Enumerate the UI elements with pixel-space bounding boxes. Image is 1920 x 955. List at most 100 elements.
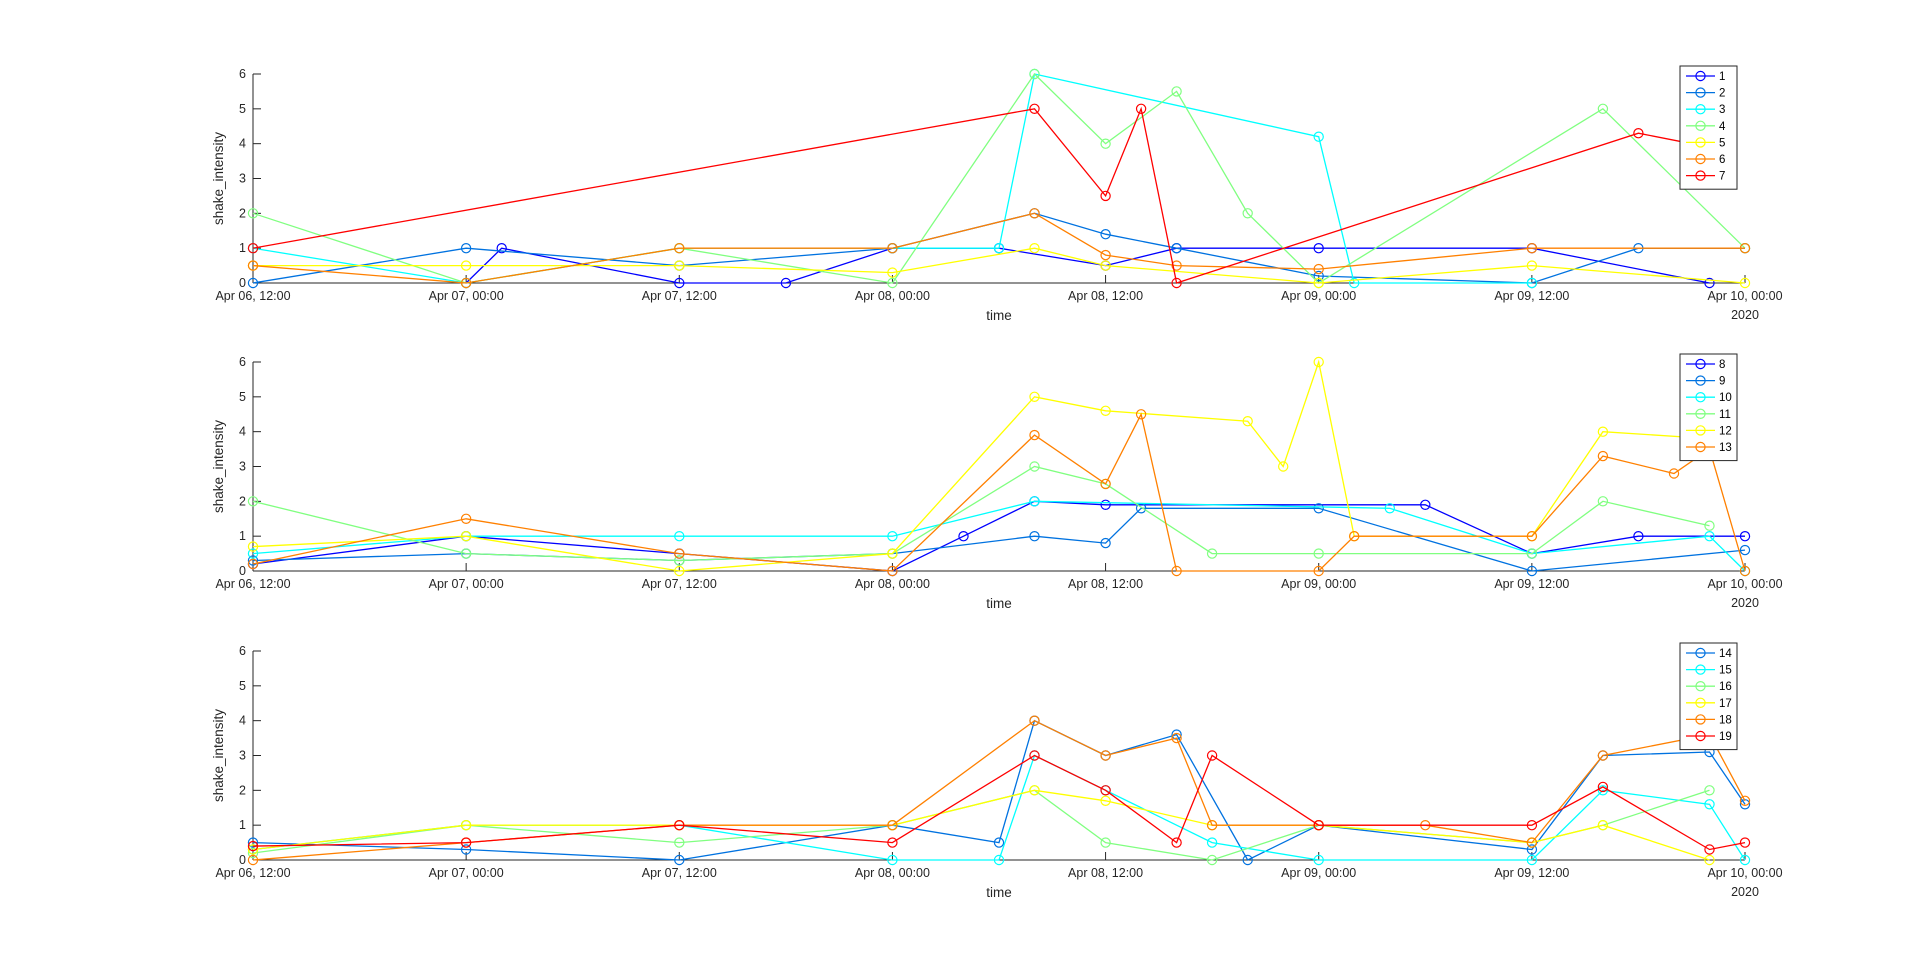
- data-point: [1597, 450, 1609, 462]
- x-tick-label: Apr 08, 12:00: [1068, 289, 1143, 303]
- y-tick-label: 4: [239, 714, 246, 728]
- data-point: [496, 242, 507, 254]
- data-point: [674, 837, 685, 848]
- data-point: [247, 555, 259, 566]
- x-tick-label: Apr 08, 00:00: [855, 866, 930, 880]
- x-tick-label: Apr 06, 12:00: [215, 577, 290, 591]
- data-point: [1739, 795, 1751, 807]
- data-point: [1313, 854, 1324, 866]
- x-axis-label: time: [986, 596, 1012, 611]
- y-tick-label: 5: [239, 679, 246, 693]
- data-point: [1242, 208, 1253, 219]
- data-point: [247, 277, 259, 289]
- data-point: [1242, 854, 1253, 866]
- legend-label: 9: [1719, 376, 1725, 388]
- data-point: [1704, 785, 1715, 796]
- data-point: [1313, 503, 1324, 514]
- data-point: [1029, 715, 1040, 726]
- data-point: [1526, 565, 1538, 577]
- x-tick-label: Apr 10, 00:00: [1707, 289, 1782, 303]
- data-point: [1704, 531, 1715, 542]
- legend-marker: [1695, 730, 1706, 742]
- data-point: [1206, 548, 1218, 559]
- data-point: [1739, 544, 1751, 556]
- series-line: [252, 719, 1746, 861]
- data-point: [780, 277, 792, 289]
- series-5: [247, 242, 1751, 289]
- series-line: [252, 212, 1745, 284]
- x-tick-label: Apr 06, 12:00: [215, 289, 290, 303]
- data-point: [1420, 499, 1431, 510]
- x-tick-label: Apr 10, 00:00: [1707, 577, 1782, 591]
- legend-marker: [1695, 664, 1706, 675]
- data-point: [1739, 565, 1751, 577]
- data-point: [1313, 565, 1324, 577]
- legend-label: 6: [1719, 154, 1725, 166]
- data-point: [247, 844, 259, 855]
- legend: 1 2 3 4 5 6 7: [1679, 65, 1738, 190]
- y-axis-label: shake_intensity: [211, 420, 226, 513]
- legend-label: 8: [1719, 359, 1725, 371]
- x-year-label: 2020: [1731, 308, 1759, 322]
- legend-label: 10: [1719, 392, 1732, 404]
- data-point: [1100, 260, 1111, 271]
- data-point: [1029, 461, 1040, 472]
- data-point: [247, 496, 259, 507]
- x-tick-label: Apr 08, 00:00: [855, 577, 930, 591]
- data-point: [247, 840, 259, 852]
- data-point: [1526, 260, 1538, 271]
- legend-label: 17: [1719, 698, 1732, 710]
- x-tick-label: Apr 09, 12:00: [1494, 289, 1569, 303]
- data-point: [958, 531, 969, 542]
- legend-marker: [1695, 647, 1706, 659]
- series-line: [252, 412, 1746, 572]
- legend-label: 12: [1719, 425, 1732, 437]
- x-tick-label: Apr 06, 12:00: [215, 866, 290, 880]
- data-point: [1597, 750, 1609, 761]
- series-line: [252, 106, 1692, 284]
- x-tick-label: Apr 07, 00:00: [429, 289, 504, 303]
- data-point: [1526, 548, 1538, 559]
- y-tick-label: 3: [239, 172, 246, 186]
- data-point: [1100, 837, 1111, 848]
- y-tick-label: 4: [239, 425, 246, 439]
- legend-label: 1: [1719, 71, 1725, 83]
- legend-marker: [1695, 120, 1706, 132]
- data-point: [1526, 837, 1538, 848]
- x-tick-label: Apr 09, 00:00: [1281, 289, 1356, 303]
- y-tick-label: 1: [239, 818, 246, 832]
- data-point: [1633, 127, 1644, 139]
- x-tick-label: Apr 09, 12:00: [1494, 577, 1569, 591]
- y-tick-label: 0: [239, 564, 246, 578]
- data-point: [1135, 409, 1147, 420]
- data-point: [247, 854, 259, 866]
- legend-marker: [1695, 170, 1706, 181]
- data-point: [1206, 750, 1218, 761]
- x-axis-label: time: [986, 308, 1012, 323]
- data-point: [1100, 228, 1111, 240]
- data-point: [1526, 242, 1538, 254]
- data-point: [887, 242, 898, 254]
- legend-label: 14: [1719, 648, 1732, 660]
- x-tick-label: Apr 09, 00:00: [1281, 577, 1356, 591]
- series-6: [247, 208, 1751, 289]
- legend-label: 4: [1719, 121, 1726, 133]
- data-point: [1029, 531, 1040, 542]
- y-tick-label: 1: [239, 529, 246, 543]
- data-point: [993, 837, 1005, 848]
- data-point: [887, 854, 898, 866]
- legend-marker: [1695, 70, 1706, 82]
- data-point: [1526, 844, 1538, 855]
- data-point: [460, 548, 472, 559]
- data-point: [1100, 405, 1111, 416]
- data-point: [247, 548, 259, 559]
- data-point: [1100, 795, 1111, 807]
- data-point: [1704, 277, 1715, 289]
- data-point: [1029, 242, 1040, 254]
- data-point: [1526, 854, 1538, 866]
- y-tick-label: 6: [239, 355, 246, 369]
- data-point: [1029, 391, 1040, 402]
- data-point: [1313, 270, 1324, 282]
- legend-marker: [1695, 697, 1706, 709]
